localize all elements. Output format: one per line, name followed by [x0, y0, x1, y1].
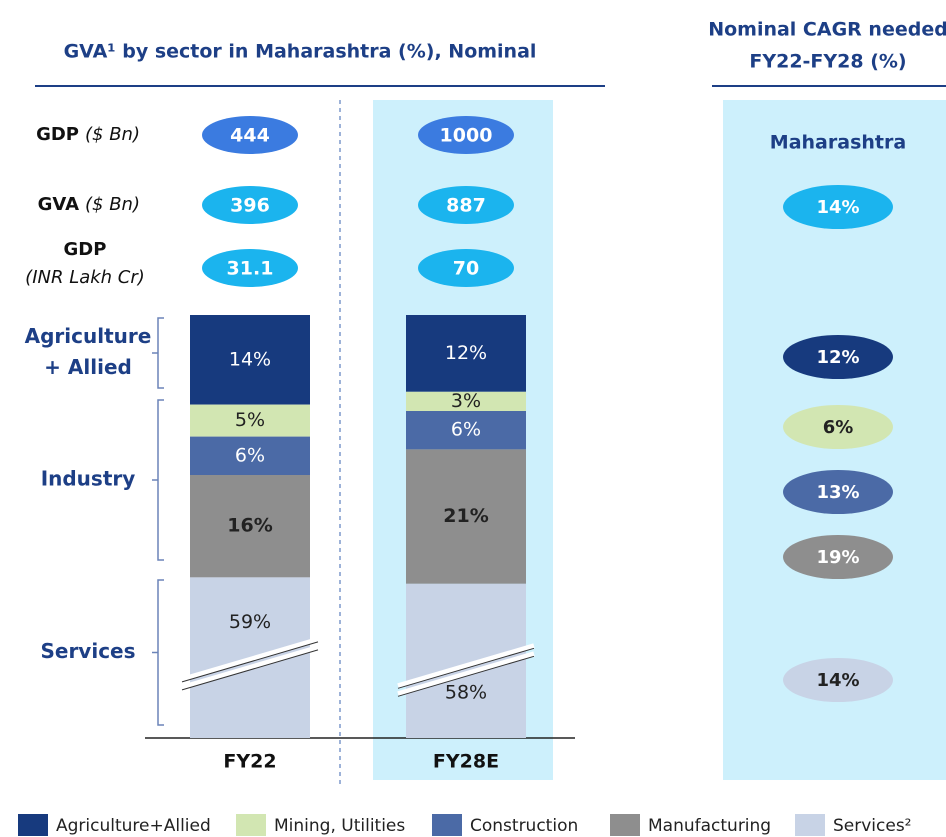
cagr-label: 14% — [816, 670, 859, 691]
pill-label: 1000 — [440, 125, 493, 147]
row-label-name: GDP — [64, 239, 107, 260]
cagr-pill — [783, 185, 893, 229]
pill — [202, 186, 298, 224]
cagr-pill — [783, 405, 893, 449]
cagr-pill — [783, 470, 893, 514]
pill — [418, 116, 514, 154]
row-label-unit: ($ Bn) — [85, 194, 140, 215]
legend-swatch — [18, 814, 48, 836]
axis-break — [397, 651, 535, 697]
cagr-label: 14% — [816, 197, 859, 218]
bracket — [152, 579, 164, 726]
legend-label: Services² — [833, 816, 912, 836]
segment-label: 5% — [235, 409, 265, 431]
cagr-pill — [783, 535, 893, 579]
legend-swatch — [610, 814, 640, 836]
pill-label: 887 — [446, 195, 486, 217]
row-label-name: GVA — [38, 194, 79, 215]
legend-label: Agriculture+Allied — [56, 816, 211, 836]
row-label-unit: (INR Lakh Cr) — [25, 267, 145, 288]
segment-label: 12% — [445, 342, 487, 364]
group-label: Services — [40, 639, 135, 663]
bar-segment — [190, 404, 310, 437]
axis-break-edge — [181, 649, 319, 691]
segment-label: 3% — [451, 390, 481, 412]
legend-label: Construction — [470, 816, 578, 836]
group-label: Agriculture — [25, 324, 152, 348]
axis-break-edge — [397, 655, 535, 697]
cagr-label: 6% — [823, 417, 854, 438]
legend-swatch — [795, 814, 825, 836]
cagr-label: 12% — [816, 347, 859, 368]
pill — [418, 249, 514, 287]
cagr-label: 19% — [816, 547, 859, 568]
cagr-pill — [783, 658, 893, 702]
pill — [202, 116, 298, 154]
row-label: GVA ($ Bn) — [38, 194, 140, 215]
legend-label: Manufacturing — [648, 816, 771, 836]
bar-segment — [190, 315, 310, 405]
row-label: GDP ($ Bn) — [36, 124, 140, 145]
bar-segment — [406, 449, 526, 584]
row-label-unit: ($ Bn) — [85, 124, 140, 145]
pill-label: 396 — [230, 195, 270, 217]
pill-label: 444 — [230, 125, 270, 147]
bar-segment — [406, 391, 526, 411]
group-label: + Allied — [44, 355, 132, 379]
bar-segment — [406, 411, 526, 450]
bracket — [152, 399, 164, 561]
segment-label: 6% — [451, 419, 481, 441]
axis-break — [181, 637, 319, 682]
group-label: Industry — [41, 467, 136, 491]
pill — [418, 186, 514, 224]
pill-label: 70 — [453, 258, 479, 280]
axis-break-edge — [181, 641, 319, 683]
axis-break — [397, 643, 535, 689]
bracket — [152, 317, 164, 389]
axis-break-edge — [397, 647, 535, 689]
bar-segment — [190, 475, 310, 578]
x-tick-label: FY28E — [433, 751, 499, 773]
cagr-title: FY22-FY28 (%) — [749, 51, 906, 73]
segment-label: 16% — [227, 515, 272, 537]
segment-label: 58% — [445, 682, 487, 704]
cagr-region: Maharashtra — [770, 132, 906, 154]
row-label-name: GDP — [36, 124, 79, 145]
segment-label: 14% — [229, 348, 271, 370]
x-tick-label: FY22 — [223, 751, 276, 773]
legend-swatch — [432, 814, 462, 836]
legend-swatch — [236, 814, 266, 836]
segment-label: 59% — [229, 611, 271, 633]
cagr-title: Nominal CAGR needed — [708, 19, 946, 41]
bar-segment — [406, 315, 526, 392]
cagr-pill — [783, 335, 893, 379]
segment-label: 6% — [235, 444, 265, 466]
axis-break — [181, 645, 319, 690]
segment-label: 21% — [443, 505, 488, 527]
pill — [202, 249, 298, 287]
bar-segment — [190, 436, 310, 475]
cagr-label: 13% — [816, 482, 859, 503]
pill-label: 31.1 — [227, 258, 274, 280]
legend-label: Mining, Utilities — [274, 816, 405, 836]
chart-title: GVA¹ by sector in Maharashtra (%), Nomin… — [64, 41, 537, 63]
